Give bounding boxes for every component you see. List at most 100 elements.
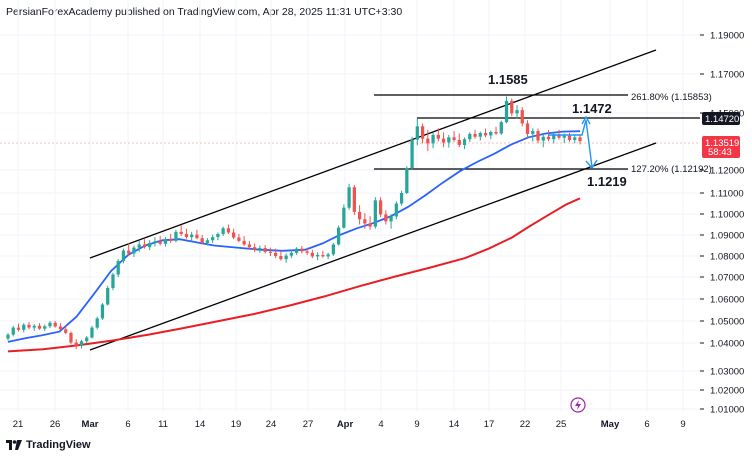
candle-body [258, 248, 262, 250]
xtick-label: 6 [125, 419, 130, 430]
candle-body [305, 251, 309, 253]
fib-261-label: 261.80% (1.15853) [631, 92, 712, 103]
candle-body [546, 136, 551, 140]
ytick-label: 1.19000 [710, 31, 744, 42]
candle-body [352, 187, 356, 212]
xtick-label: 25 [556, 419, 567, 430]
candle-body [190, 234, 194, 238]
candle-body [489, 132, 493, 136]
candle-body [90, 327, 94, 338]
ytick-label: 1.05000 [710, 317, 744, 328]
candle-body [43, 326, 47, 329]
candle-body [132, 247, 136, 254]
candle-body [100, 304, 105, 319]
candle-body [483, 132, 488, 136]
xtick-label: 22 [520, 419, 531, 430]
candle-body [378, 200, 383, 215]
trend-channel[interactable] [89, 49, 657, 351]
candle-body [394, 203, 398, 217]
publish-header: PersianForexAcademy published on Trading… [6, 6, 403, 18]
tradingview-logo[interactable]: TradingView [6, 439, 91, 451]
candle-body [578, 137, 582, 142]
xtick-label: 9 [414, 419, 419, 430]
candle-body [22, 324, 26, 330]
ytick-label: 1.04000 [710, 339, 744, 350]
candle-body [326, 254, 330, 257]
candle-body [48, 322, 52, 327]
candle-body [389, 216, 393, 222]
ytick-label: 1.07000 [710, 273, 744, 284]
candle-body [195, 234, 199, 239]
tradingview-icon [6, 440, 22, 450]
ytick-label: 1.17000 [710, 70, 744, 81]
label-1-1472: 1.1472 [572, 101, 612, 116]
projection-arrow-up [581, 115, 591, 125]
candle-body [457, 139, 461, 145]
candle-body [357, 211, 362, 220]
candle-body [226, 228, 231, 233]
xtick-label: 24 [266, 419, 277, 430]
candle-body [336, 227, 341, 245]
candle-body [567, 135, 572, 140]
label-1-1219: 1.1219 [587, 174, 627, 189]
candle-body [142, 244, 147, 248]
lightning-icon[interactable] [570, 397, 586, 413]
candle-body [436, 134, 440, 139]
candle-body [315, 254, 320, 257]
xtick-label: 6 [644, 419, 649, 430]
candle-body [499, 122, 503, 134]
xtick-label: 19 [231, 419, 242, 430]
candle-body [184, 233, 189, 238]
candle-body [58, 326, 63, 330]
candle-body [158, 241, 162, 244]
candle-body [237, 237, 241, 241]
candle-body [232, 232, 236, 238]
candle-body [16, 327, 21, 330]
ma-fast-line [7, 130, 581, 343]
ma-slow-line [7, 197, 581, 353]
candle-body [525, 123, 530, 134]
channel-upper-line [89, 49, 657, 259]
time-axis[interactable]: 21 26 Mar 6 11 14 19 24 27 Apr 4 9 14 17 22 25 May 6 9 [13, 419, 686, 430]
ytick-label: 1.02000 [710, 386, 744, 397]
price-axis[interactable]: 1.190001.170001.150001.120001.110001.100… [700, 31, 744, 416]
tradingview-logo-text: TradingView [26, 439, 91, 451]
candle-body [478, 132, 482, 137]
ytick-label: 1.10000 [710, 210, 744, 221]
candle-body [415, 126, 419, 140]
candle-body [531, 131, 535, 134]
candle-body [368, 223, 372, 227]
candle-body [263, 248, 267, 252]
candle-body [562, 135, 566, 138]
candle-body [473, 133, 477, 137]
xtick-label: 11 [158, 419, 168, 430]
candle-body [441, 138, 446, 143]
projection-path[interactable] [548, 115, 598, 170]
xtick-label: 27 [303, 419, 314, 430]
xtick-label: 26 [50, 419, 61, 430]
ytick-label: 1.11000 [710, 189, 744, 200]
candle-body [106, 288, 110, 305]
candle-body [331, 244, 335, 255]
candle-body [515, 110, 519, 114]
candle-body [431, 134, 435, 144]
xtick-label: 4 [378, 419, 383, 430]
candle-body [289, 252, 294, 256]
candle-body [494, 132, 498, 134]
fib-127-label: 127.20% (1.12192) [631, 164, 712, 175]
candle-body [64, 329, 68, 333]
candle-body [216, 233, 220, 238]
xtick-label: Apr [337, 419, 354, 430]
candle-body [452, 137, 456, 140]
xtick-label: 14 [449, 419, 460, 430]
candlesticks [6, 96, 582, 350]
ytick-label: 1.03000 [710, 367, 744, 378]
candle-body [510, 100, 514, 114]
xtick-label: May [601, 419, 620, 430]
xtick-label: 17 [484, 419, 495, 430]
candle-body [127, 250, 131, 254]
xtick-label: 21 [13, 419, 24, 430]
candle-body [347, 187, 351, 208]
candle-body [85, 337, 89, 342]
